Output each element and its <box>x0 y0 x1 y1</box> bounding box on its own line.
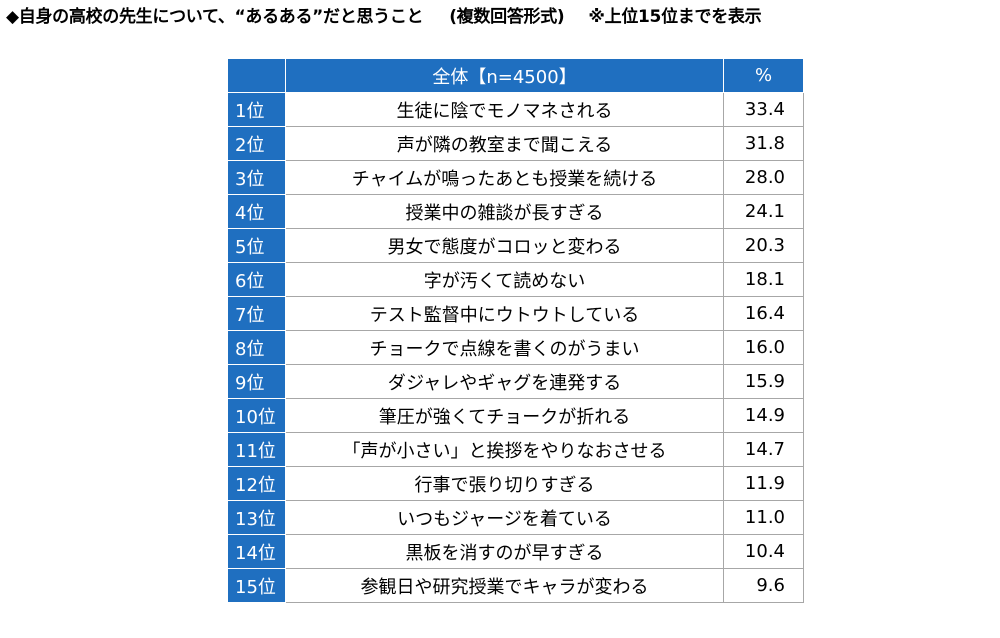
percent-cell: 31.8 <box>723 126 804 161</box>
item-cell: 字が汚くて読めない <box>285 262 724 297</box>
table-row: 10位 筆圧が強くてチョークが折れる 14.9 <box>227 398 804 433</box>
table-row: 1位 生徒に陰でモノマネされる 33.4 <box>227 92 804 127</box>
title-note: (複数回答形式) <box>449 7 565 27</box>
table-row: 14位 黒板を消すのが早すぎる 10.4 <box>227 534 804 569</box>
rank-cell: 4位 <box>227 194 286 229</box>
rank-cell: 5位 <box>227 228 286 263</box>
percent-cell: 10.4 <box>723 534 804 569</box>
rank-cell: 12位 <box>227 466 286 501</box>
item-cell: 授業中の雑談が長すぎる <box>285 194 724 229</box>
table-header-row: 全体【n=4500】 % <box>227 58 804 93</box>
table-row: 7位 テスト監督中にウトウトしている 16.4 <box>227 296 804 331</box>
rank-cell: 7位 <box>227 296 286 331</box>
item-cell: いつもジャージを着ている <box>285 500 724 535</box>
item-cell: 声が隣の教室まで聞こえる <box>285 126 724 161</box>
percent-cell: 14.7 <box>723 432 804 467</box>
rank-cell: 13位 <box>227 500 286 535</box>
item-cell: テスト監督中にウトウトしている <box>285 296 724 331</box>
header-item: 全体【n=4500】 <box>285 58 724 93</box>
header-pct: % <box>723 58 804 93</box>
page-title: ◆自身の高校の先生について、“あるある”だと思うこと (複数回答形式) ※上位15位… <box>6 6 762 28</box>
rank-cell: 2位 <box>227 126 286 161</box>
table-row: 5位 男女で態度がコロッと変わる 20.3 <box>227 228 804 263</box>
table-row: 2位 声が隣の教室まで聞こえる 31.8 <box>227 126 804 161</box>
percent-cell: 14.9 <box>723 398 804 433</box>
percent-cell: 16.4 <box>723 296 804 331</box>
title-main: ◆自身の高校の先生について、“あるある”だと思うこと <box>6 7 424 27</box>
rank-cell: 9位 <box>227 364 286 399</box>
header-rank <box>227 58 286 93</box>
item-cell: 行事で張り切りすぎる <box>285 466 724 501</box>
table-row: 4位 授業中の雑談が長すぎる 24.1 <box>227 194 804 229</box>
rank-cell: 10位 <box>227 398 286 433</box>
table-row: 12位 行事で張り切りすぎる 11.9 <box>227 466 804 501</box>
item-cell: チョークで点線を書くのがうまい <box>285 330 724 365</box>
percent-cell: 28.0 <box>723 160 804 195</box>
percent-cell: 16.0 <box>723 330 804 365</box>
rank-cell: 14位 <box>227 534 286 569</box>
percent-cell: 33.4 <box>723 92 804 127</box>
rank-cell: 15位 <box>227 568 286 603</box>
item-cell: チャイムが鳴ったあとも授業を続ける <box>285 160 724 195</box>
table-row: 8位 チョークで点線を書くのがうまい 16.0 <box>227 330 804 365</box>
item-cell: 「声が小さい」と挨拶をやりなおさせる <box>285 432 724 467</box>
table-row: 15位 参観日や研究授業でキャラが変わる 9.6 <box>227 568 804 603</box>
rank-cell: 3位 <box>227 160 286 195</box>
title-scope: ※上位15位までを表示 <box>588 7 762 27</box>
item-cell: ダジャレやギャグを連発する <box>285 364 724 399</box>
rank-cell: 8位 <box>227 330 286 365</box>
rank-cell: 1位 <box>227 92 286 127</box>
table-row: 6位 字が汚くて読めない 18.1 <box>227 262 804 297</box>
rank-cell: 11位 <box>227 432 286 467</box>
percent-cell: 11.0 <box>723 500 804 535</box>
item-cell: 参観日や研究授業でキャラが変わる <box>285 568 724 603</box>
ranking-table: 全体【n=4500】 % 1位 生徒に陰でモノマネされる 33.4 2位 声が隣… <box>227 58 804 603</box>
item-cell: 生徒に陰でモノマネされる <box>285 92 724 127</box>
percent-cell: 11.9 <box>723 466 804 501</box>
percent-cell: 18.1 <box>723 262 804 297</box>
rank-cell: 6位 <box>227 262 286 297</box>
table-row: 9位 ダジャレやギャグを連発する 15.9 <box>227 364 804 399</box>
item-cell: 男女で態度がコロッと変わる <box>285 228 724 263</box>
percent-cell: 9.6 <box>723 568 804 603</box>
table-row: 3位 チャイムが鳴ったあとも授業を続ける 28.0 <box>227 160 804 195</box>
table-row: 13位 いつもジャージを着ている 11.0 <box>227 500 804 535</box>
percent-cell: 20.3 <box>723 228 804 263</box>
table-row: 11位 「声が小さい」と挨拶をやりなおさせる 14.7 <box>227 432 804 467</box>
percent-cell: 15.9 <box>723 364 804 399</box>
item-cell: 黒板を消すのが早すぎる <box>285 534 724 569</box>
percent-cell: 24.1 <box>723 194 804 229</box>
item-cell: 筆圧が強くてチョークが折れる <box>285 398 724 433</box>
